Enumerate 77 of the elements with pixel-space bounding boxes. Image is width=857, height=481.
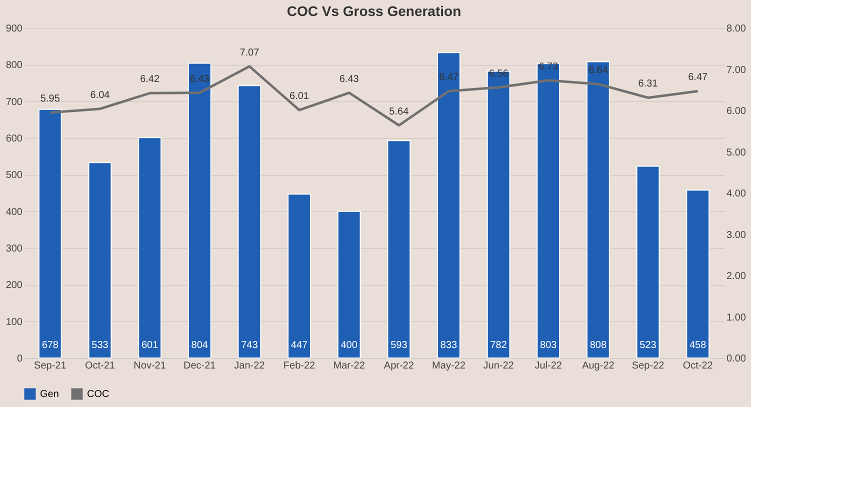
x-tick-label: Sep-21 <box>34 360 67 372</box>
y2-tick-label: 8.00 <box>726 24 746 34</box>
y-tick-label: 600 <box>6 134 23 144</box>
data-label: 593 <box>390 340 408 351</box>
x-tick-label: Nov-21 <box>134 360 166 372</box>
data-label: 6.47 <box>439 72 459 84</box>
data-label: 803 <box>540 340 558 351</box>
y-tick-label: 0 <box>16 354 23 364</box>
y-tick-label: 300 <box>6 244 23 254</box>
bar <box>138 137 162 358</box>
data-label: 447 <box>290 340 308 351</box>
bar <box>387 140 411 358</box>
y-tick-label: 700 <box>6 96 23 108</box>
y-tick-label: 400 <box>6 206 23 218</box>
data-label: 782 <box>490 340 508 351</box>
data-label: 678 <box>42 340 59 351</box>
legend-label: Gen <box>40 389 59 400</box>
data-label: 6.43 <box>190 74 210 85</box>
data-label: 808 <box>590 340 607 351</box>
data-label: 5.64 <box>389 106 410 118</box>
y-tick-label: 100 <box>6 316 23 328</box>
data-label: 533 <box>92 340 109 351</box>
data-label: 458 <box>690 340 707 351</box>
y2-tick-label: 6.00 <box>726 106 746 117</box>
bar <box>536 63 560 358</box>
x-tick-label: Mar-22 <box>333 360 366 372</box>
bar <box>288 194 311 358</box>
data-label: 6.04 <box>90 90 110 101</box>
bar <box>238 85 262 358</box>
y2-tick-label: 3.00 <box>726 230 746 241</box>
legend-label: COC <box>87 389 110 400</box>
data-label: 5.95 <box>40 94 60 105</box>
x-tick-label: Oct-21 <box>84 360 116 372</box>
bar <box>188 62 212 358</box>
bar <box>636 166 660 358</box>
data-label: 6.73 <box>538 61 559 72</box>
data-label: 833 <box>440 340 458 351</box>
y-tick-label: 800 <box>6 60 23 72</box>
x-tick-label: Jun-22 <box>483 360 514 372</box>
y-tick-label: 500 <box>6 170 23 182</box>
data-label: 7.07 <box>240 47 260 58</box>
data-label: 6.01 <box>290 91 310 102</box>
y-tick-label: 900 <box>6 24 23 34</box>
x-tick-label: Jul-22 <box>534 360 562 372</box>
y-tick-label: 200 <box>6 280 23 292</box>
x-tick-label: Oct-22 <box>682 360 714 372</box>
bar <box>686 190 710 358</box>
bar <box>586 61 610 358</box>
bar <box>337 210 361 358</box>
data-label: 6.43 <box>339 74 360 85</box>
x-tick-label: Apr-22 <box>384 360 414 372</box>
y2-tick-label: 1.00 <box>726 312 746 324</box>
x-tick-label: May-22 <box>432 360 466 372</box>
y2-tick-label: 0.00 <box>726 354 746 364</box>
x-tick-label: Aug-22 <box>582 360 615 372</box>
y2-tick-label: 2.00 <box>726 271 746 282</box>
x-tick-label: Jan-22 <box>234 360 266 372</box>
bar <box>486 70 510 358</box>
data-label: 6.64 <box>588 65 608 76</box>
bar <box>88 162 112 358</box>
data-label: 6.47 <box>688 72 708 84</box>
data-label: 400 <box>340 340 358 351</box>
bar <box>437 52 460 358</box>
data-label: 6.42 <box>140 74 160 86</box>
y2-tick-label: 7.00 <box>726 64 746 76</box>
data-label: 601 <box>141 340 159 351</box>
data-label: 523 <box>640 340 657 351</box>
data-label: 6.31 <box>638 78 658 90</box>
x-tick-label: Dec-21 <box>184 360 216 372</box>
data-label: 804 <box>191 340 208 351</box>
x-tick-label: Sep-22 <box>632 360 665 372</box>
y2-tick-label: 4.00 <box>726 188 746 200</box>
y2-tick-label: 5.00 <box>726 147 746 158</box>
data-label: 743 <box>241 340 258 351</box>
chart-title: COC Vs Gross Generation <box>286 3 462 19</box>
x-tick-label: Feb-22 <box>283 360 316 372</box>
bar <box>38 108 62 358</box>
